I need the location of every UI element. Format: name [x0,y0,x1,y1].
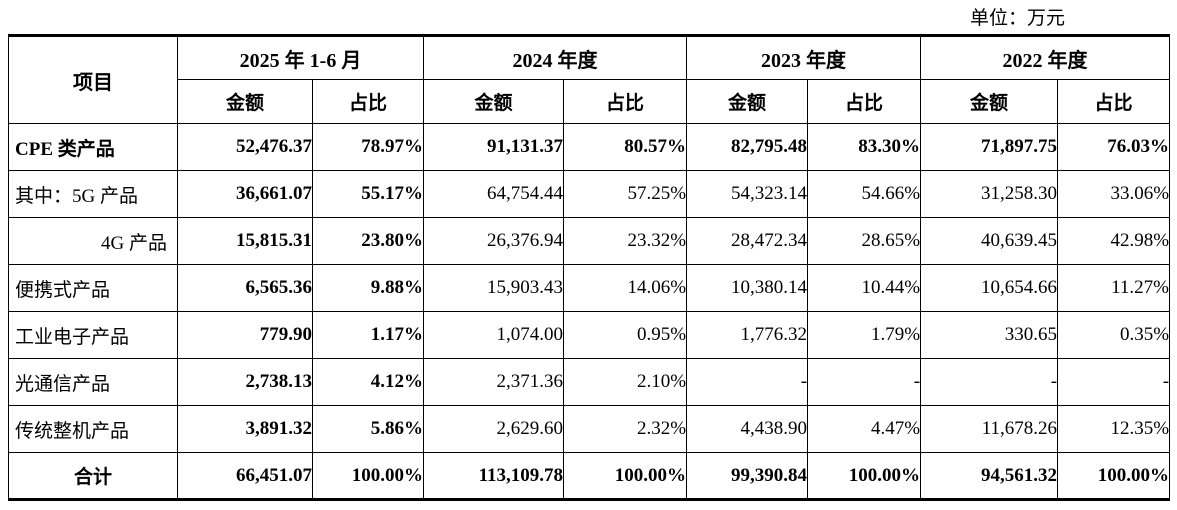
amount-cell: 40,639.45 [920,217,1059,265]
amount-cell: 54,323.14 [686,170,809,218]
subheader-row: 金额 占比 金额 占比 金额 占比 金额 占比 [9,79,1171,124]
amount-cell: 4,438.90 [686,405,809,453]
row-label: 传统整机产品 [8,405,178,453]
row-label: CPE 类产品 [8,123,178,171]
period-header-2024: 2024 年度 [423,35,688,80]
ratio-header: 占比 [311,79,425,124]
ratio-cell: 55.17% [311,170,425,218]
ratio-cell: - [1057,358,1171,406]
amount-header: 金额 [686,79,809,124]
amount-cell: 113,109.78 [423,452,565,500]
amount-cell: 66,451.07 [177,452,313,500]
ratio-cell: 2.32% [563,405,688,453]
unit-label: 单位：万元 [969,8,1065,29]
amount-header: 金额 [920,79,1059,124]
ratio-cell: 54.66% [807,170,922,218]
ratio-cell: 42.98% [1057,217,1171,265]
ratio-cell: 57.25% [563,170,688,218]
amount-cell: 330.65 [920,311,1059,359]
ratio-cell: 1.17% [311,311,425,359]
ratio-cell: 100.00% [311,452,425,500]
ratio-cell: 100.00% [807,452,922,500]
ratio-cell: 2.10% [563,358,688,406]
ratio-cell: 83.30% [807,123,922,171]
period-header-2025: 2025 年 1-6 月 [176,35,425,80]
amount-cell: 11,678.26 [920,405,1059,453]
ratio-cell: 23.32% [563,217,688,265]
amount-cell: - [686,358,809,406]
amount-cell: 91,131.37 [423,123,565,171]
amount-cell: 64,754.44 [423,170,565,218]
ratio-cell: 11.27% [1057,264,1171,312]
table-row: 工业电子产品 779.90 1.17% 1,074.00 0.95% 1,776.32 1.… [8,311,1171,359]
table-body: CPE 类产品 52,476.37 78.97% 91,131.37 80.57% 82,… [8,123,1171,500]
table-row: CPE 类产品 52,476.37 78.97% 91,131.37 80.57% 82,… [8,123,1171,171]
table-row: 光通信产品 2,738.13 4.12% 2,371.36 2.10% - - - - [8,358,1171,406]
row-label: 4G 产品 [8,217,178,265]
amount-cell: 28,472.34 [686,217,809,265]
table-row: 合计 66,451.07 100.00% 113,109.78 100.00% 99,39… [8,452,1171,500]
amount-cell: 2,738.13 [177,358,313,406]
table-row: 传统整机产品 3,891.32 5.86% 2,629.60 2.32% 4,438.90… [8,405,1171,453]
amount-cell: 82,795.48 [686,123,809,171]
amount-cell: 2,371.36 [423,358,565,406]
ratio-cell: 4.12% [311,358,425,406]
table-row: 便携式产品 6,565.36 9.88% 15,903.43 14.06% 10,380.… [8,264,1171,312]
ratio-header: 占比 [563,79,688,124]
amount-cell: 1,776.32 [686,311,809,359]
ratio-cell: 33.06% [1057,170,1171,218]
amount-cell: 6,565.36 [177,264,313,312]
ratio-cell: 100.00% [563,452,688,500]
ratio-cell: 12.35% [1057,405,1171,453]
row-label: 合计 [8,452,178,500]
ratio-header: 占比 [807,79,922,124]
ratio-cell: 5.86% [311,405,425,453]
amount-cell: 1,074.00 [423,311,565,359]
row-label: 便携式产品 [8,264,178,312]
amount-cell: 26,376.94 [423,217,565,265]
amount-cell: 94,561.32 [920,452,1059,500]
amount-cell: 2,629.60 [423,405,565,453]
ratio-cell: 80.57% [563,123,688,171]
ratio-cell: 0.95% [563,311,688,359]
amount-header: 金额 [423,79,565,124]
amount-cell: 3,891.32 [177,405,313,453]
row-label: 工业电子产品 [8,311,178,359]
ratio-cell: 9.88% [311,264,425,312]
amount-header: 金额 [177,79,313,124]
ratio-cell: 14.06% [563,264,688,312]
period-header-2023: 2023 年度 [686,35,922,80]
amount-cell: 15,815.31 [177,217,313,265]
table-row: 其中：5G 产品 36,661.07 55.17% 64,754.44 57.25% 54… [8,170,1171,218]
amount-cell: 15,903.43 [423,264,565,312]
table-header: 项目 2025 年 1-6 月 2024 年度 2023 年度 2022 年度 … [8,35,1171,124]
table-row: 4G 产品 15,815.31 23.80% 26,376.94 23.32% 28,47… [8,217,1171,265]
amount-cell: 31,258.30 [920,170,1059,218]
ratio-header: 占比 [1057,79,1171,124]
amount-cell: 71,897.75 [920,123,1059,171]
ratio-cell: 1.79% [807,311,922,359]
item-column-header: 项目 [8,35,178,124]
amount-cell: 10,380.14 [686,264,809,312]
row-label: 其中：5G 产品 [8,170,178,218]
period-header-row: 项目 2025 年 1-6 月 2024 年度 2023 年度 2022 年度 [8,35,1171,124]
amount-cell: 779.90 [177,311,313,359]
amount-cell: 99,390.84 [686,452,809,500]
period-header-2022: 2022 年度 [920,35,1171,80]
revenue-breakdown-table: 项目 2025 年 1-6 月 2024 年度 2023 年度 2022 年度 … [8,34,1171,501]
ratio-cell: 100.00% [1057,452,1171,500]
ratio-cell: 10.44% [807,264,922,312]
ratio-cell: 76.03% [1057,123,1171,171]
ratio-cell: - [807,358,922,406]
ratio-cell: 28.65% [807,217,922,265]
ratio-cell: 23.80% [311,217,425,265]
ratio-cell: 4.47% [807,405,922,453]
amount-cell: - [920,358,1059,406]
ratio-cell: 0.35% [1057,311,1171,359]
row-label: 光通信产品 [8,358,178,406]
amount-cell: 52,476.37 [177,123,313,171]
amount-cell: 36,661.07 [177,170,313,218]
ratio-cell: 78.97% [311,123,425,171]
amount-cell: 10,654.66 [920,264,1059,312]
